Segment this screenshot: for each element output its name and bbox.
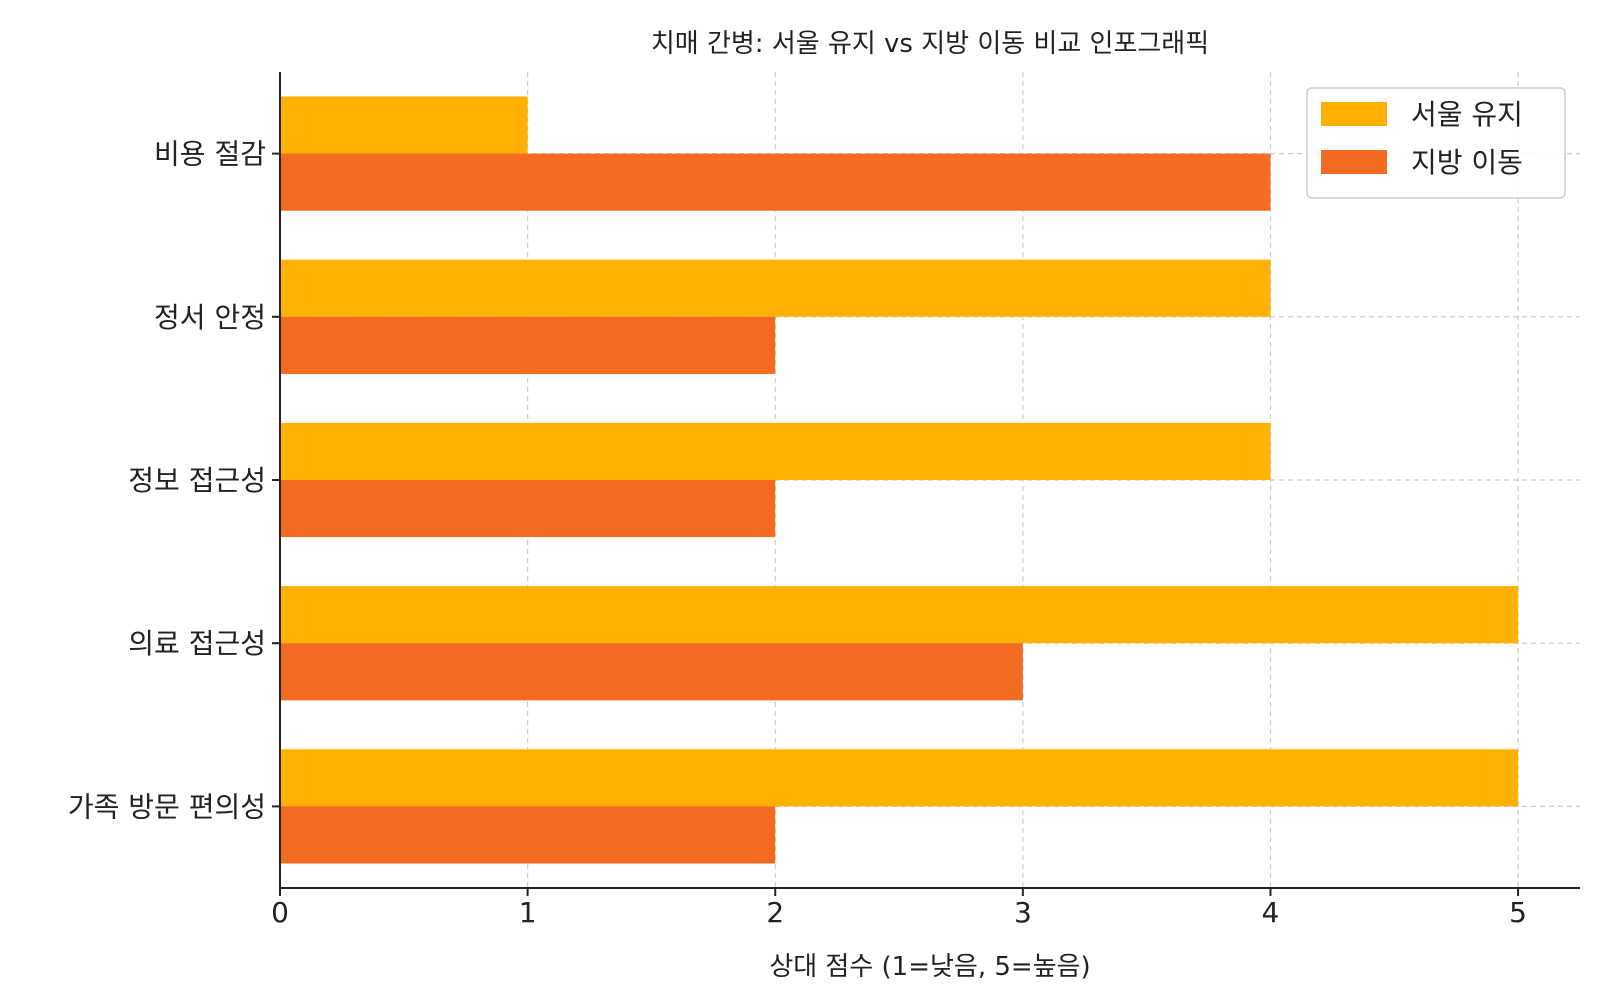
- bar-seoul: [280, 586, 1519, 644]
- legend-swatch: [1321, 150, 1387, 174]
- bar-regional: [280, 316, 776, 374]
- bar-seoul: [280, 422, 1271, 480]
- category-label: 의료 접근성: [128, 627, 266, 660]
- bar-regional: [280, 153, 1271, 211]
- category-label: 비용 절감: [154, 138, 266, 171]
- x-tick-label: 5: [1509, 896, 1527, 929]
- bar-regional: [280, 806, 776, 864]
- category-label: 정서 안정: [154, 301, 266, 334]
- x-tick-label: 0: [271, 896, 289, 929]
- bar-seoul: [280, 259, 1271, 317]
- x-tick-label: 4: [1262, 896, 1280, 929]
- bar-seoul: [280, 749, 1519, 807]
- x-tick-label: 2: [766, 896, 784, 929]
- legend-label: 서울 유지: [1411, 98, 1523, 131]
- bar-regional: [280, 480, 776, 538]
- x-tick-label: 1: [519, 896, 537, 929]
- legend-label: 지방 이동: [1411, 146, 1523, 179]
- x-tick-label: 3: [1014, 896, 1032, 929]
- bar-seoul: [280, 96, 528, 154]
- bars-layer: [280, 96, 1519, 864]
- category-label: 가족 방문 편의성: [68, 790, 266, 823]
- x-axis-label: 상대 점수 (1=낮음, 5=높음): [769, 952, 1090, 982]
- category-label: 정보 접근성: [128, 464, 266, 497]
- chart-title: 치매 간병: 서울 유지 vs 지방 이동 비교 인포그래픽: [651, 29, 1209, 59]
- bar-regional: [280, 643, 1023, 701]
- legend-swatch: [1321, 102, 1387, 126]
